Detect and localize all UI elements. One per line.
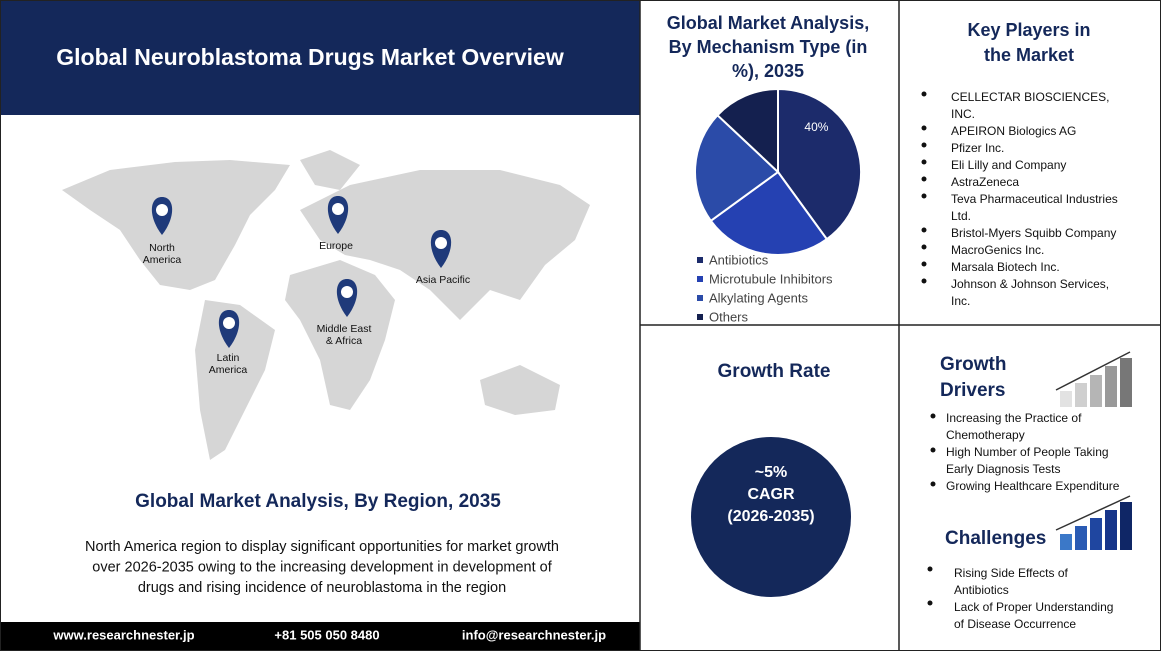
bar-icon: [1055, 351, 1132, 550]
chart-title: %), 2035: [732, 61, 804, 81]
section-title: Key Players in: [967, 20, 1090, 40]
paragraph: drugs and rising incidence of neuroblast…: [138, 580, 506, 596]
cagr-text: (2026-2035): [727, 508, 814, 525]
list-item: MacroGenics Inc.: [951, 243, 1044, 257]
section-title: Global Market Analysis, By Region, 2035: [135, 491, 501, 512]
list-item: Ltd.: [951, 209, 971, 223]
chart-title: By Mechanism Type (in: [669, 37, 868, 57]
region-label: Europe: [319, 240, 353, 252]
legend-swatch: [697, 295, 703, 301]
bullet: [927, 600, 933, 606]
list-item: Eli Lilly and Company: [951, 158, 1066, 172]
paragraph: North America region to display signific…: [85, 539, 559, 555]
world-map: [62, 150, 590, 460]
legend-label: Alkylating Agents: [709, 290, 809, 305]
bullet: [927, 566, 933, 572]
bullet: [921, 159, 927, 165]
bullet: [930, 413, 936, 419]
list-item: Antibiotics: [954, 583, 1009, 597]
list-item: Rising Side Effects of: [954, 566, 1069, 580]
legend-label: Antibiotics: [709, 252, 769, 267]
region-label: Middle East: [317, 323, 372, 335]
section-title: the Market: [984, 45, 1074, 65]
list-item: High Number of People Taking: [946, 445, 1109, 459]
list-item: Bristol-Myers Squibb Company: [951, 226, 1116, 240]
pie-slice: [709, 170, 829, 256]
paragraph: over 2026-2035 owing to the increasing d…: [92, 559, 552, 575]
chart-title: Global Market Analysis,: [667, 13, 869, 33]
section-title: Growth: [940, 354, 1007, 375]
list-item: APEIRON Biologics AG: [951, 124, 1076, 138]
section-title: Drivers: [940, 380, 1006, 401]
list-item: Johnson & Johnson Services,: [951, 277, 1109, 291]
list-item: Increasing the Practice of: [946, 411, 1082, 425]
title: Global Neuroblastoma Drugs Market Overvi…: [56, 44, 564, 70]
list-item: Growing Healthcare Expenditure: [946, 479, 1120, 493]
bullet: [921, 142, 927, 148]
header-band: [0, 0, 640, 115]
list-item: Chemotherapy: [946, 428, 1025, 442]
list-item: CELLECTAR BIOSCIENCES,: [951, 90, 1109, 104]
list-item: AstraZeneca: [951, 175, 1019, 189]
bullet: [921, 125, 927, 131]
list-item: Inc.: [951, 294, 970, 308]
legend-label: Microtubule Inhibitors: [709, 271, 833, 286]
region-label: America: [209, 364, 248, 376]
list-item: of Disease Occurrence: [954, 617, 1076, 631]
bullet: [930, 481, 936, 487]
bullet: [921, 261, 927, 267]
bullet: [930, 447, 936, 453]
bullet: [921, 227, 927, 233]
cagr-text: CAGR: [747, 486, 795, 503]
cagr-text: ~5%: [755, 464, 787, 481]
list-item: Pfizer Inc.: [951, 141, 1004, 155]
map-pin-dot: [223, 317, 235, 329]
legend-swatch: [697, 257, 703, 263]
map-pin-dot: [435, 237, 447, 249]
list-item: Marsala Biotech Inc.: [951, 260, 1060, 274]
footer-text: +81 505 050 8480: [274, 627, 379, 642]
map-pin-dot: [156, 204, 168, 216]
region-label: Latin: [217, 352, 240, 364]
map-pin-dot: [332, 203, 344, 215]
list-item: Lack of Proper Understanding: [954, 600, 1113, 614]
map-pin-dot: [341, 286, 353, 298]
legend-label: Others: [709, 309, 749, 324]
section-title: Challenges: [945, 528, 1046, 549]
list-item: Teva Pharmaceutical Industries: [951, 192, 1118, 206]
region-label: Asia Pacific: [416, 274, 470, 286]
pie-slice: [716, 87, 779, 175]
region-label: America: [143, 254, 182, 266]
list-item: Early Diagnosis Tests: [946, 462, 1061, 476]
legend-swatch: [697, 276, 703, 282]
footer-text: info@researchnester.jp: [462, 627, 606, 642]
legend-swatch: [697, 314, 703, 320]
bullet: [921, 176, 927, 182]
bullet: [921, 244, 927, 250]
cagr-circle: [691, 437, 851, 597]
pie-slice: [777, 87, 862, 241]
footer-text: www.researchnester.jp: [52, 627, 194, 642]
pie-slice: [694, 113, 780, 223]
region-label: & Africa: [326, 335, 362, 347]
slice-label: 40%: [804, 120, 828, 134]
bullet: [921, 91, 927, 97]
section-title: Growth Rate: [718, 361, 831, 382]
list-item: INC.: [951, 107, 975, 121]
region-label: North: [149, 242, 175, 254]
bullet: [921, 193, 927, 199]
footer-band: [0, 622, 640, 651]
bullet: [921, 278, 927, 284]
